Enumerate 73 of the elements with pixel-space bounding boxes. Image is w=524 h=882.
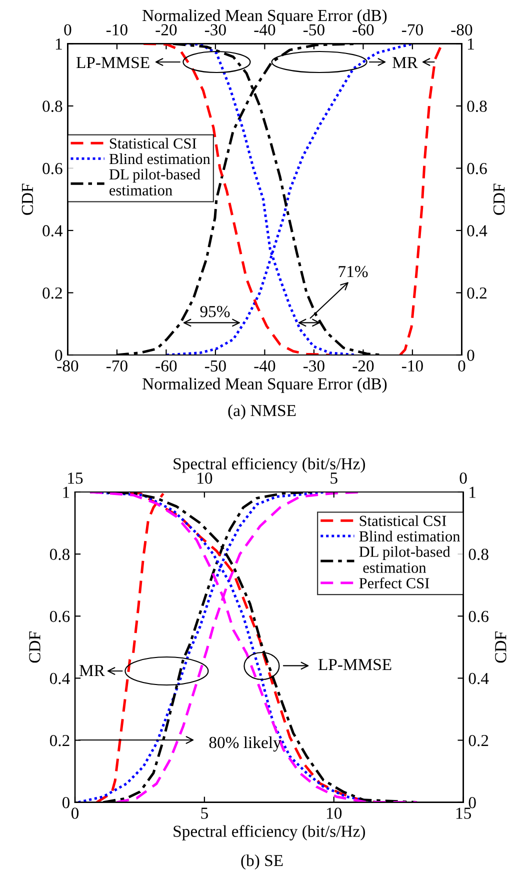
x-tick-label: 5 (201, 808, 208, 819)
y-tick-label: 0.8 (50, 548, 70, 560)
y2-axis-title: CDF (495, 632, 506, 663)
x2-tick-label: 5 (330, 472, 338, 484)
x2-tick-label: -80 (451, 24, 472, 36)
x-tick-label: -70 (106, 360, 128, 372)
y-tick-label: 1 (56, 38, 62, 50)
x-tick-label: -30 (303, 360, 324, 372)
y2-tick-label: 0.2 (467, 287, 486, 299)
legend-label: Perfect CSI (359, 577, 430, 588)
x-tick-label: -60 (156, 360, 177, 372)
y-tick-label: 0 (55, 350, 62, 361)
y2-tick-label: 1 (470, 486, 476, 498)
x-tick-label: -10 (402, 360, 423, 372)
x-tick-label: 0 (71, 808, 79, 819)
x2-tick-label: -40 (254, 24, 276, 36)
x-tick-label: -50 (204, 360, 226, 372)
x2-tick-label: -20 (156, 24, 177, 36)
annotation: 95% (200, 306, 230, 318)
x2-tick-label: -70 (402, 24, 423, 36)
x-tick-label: -40 (254, 360, 276, 372)
y2-tick-label: 0 (468, 797, 476, 808)
y-tick-label: 0.2 (50, 734, 70, 746)
annotation: 71% (338, 266, 368, 278)
y-axis-title: CDF (29, 632, 40, 663)
y2-tick-label: 0.6 (467, 162, 487, 174)
y-tick-label: 1 (63, 486, 70, 498)
y2-tick-label: 1 (468, 38, 474, 50)
x-tick-label: -80 (57, 360, 78, 372)
annotation: MR (392, 57, 418, 68)
x2-tick-label: 15 (68, 472, 83, 484)
legend-label: Blind estimation (359, 530, 460, 542)
legend-label: Statistical CSI (360, 515, 446, 526)
y-tick-label: 0 (62, 797, 70, 808)
legend-label: DL pilot-based estimation (109, 168, 200, 196)
y-tick-label: 0.8 (42, 100, 62, 112)
annotation: LP-MMSE (76, 56, 150, 68)
y2-tick-label: 0.4 (467, 225, 488, 236)
legend-label: DL pilot-based estimation (359, 546, 450, 573)
x2-tick-label: -60 (352, 24, 374, 36)
y-axis-title: CDF (22, 184, 34, 215)
y2-tick-label: 0 (467, 350, 474, 361)
x2-tick-label: -10 (106, 24, 128, 36)
text: (a) NMSE (228, 404, 296, 420)
y-tick-label: 0.6 (50, 610, 70, 622)
x2-tick-label: -50 (303, 24, 324, 36)
y2-tick-label: 0.6 (468, 610, 488, 622)
y-tick-label: 0.4 (50, 672, 70, 684)
y2-tick-label: 0.2 (468, 734, 488, 746)
annotation: MR (80, 665, 105, 676)
x2-tick-label: -30 (204, 24, 226, 36)
x-axis-title: Spectral efficiency (bit/s/Hz) (174, 825, 365, 840)
y-tick-label: 0.4 (42, 225, 63, 236)
annotation: LP-MMSE (318, 658, 392, 670)
x2-tick-label: 0 (460, 472, 467, 484)
y2-tick-label: 0.8 (467, 100, 487, 112)
x2-axis-title: Spectral efficiency (bit/s/Hz) (174, 458, 365, 473)
legend-label: Blind estimation (109, 153, 210, 164)
x2-axis-title: Normalized Mean Square Error (dB) (142, 9, 387, 24)
annotation: 80% likely (209, 736, 282, 752)
y-tick-label: 0.6 (42, 162, 62, 174)
x-axis-title: Normalized Mean Square Error (dB) (142, 378, 387, 393)
x-tick-label: 10 (327, 808, 342, 819)
x-tick-label: 15 (456, 808, 471, 819)
x-tick-label: 0 (458, 360, 466, 372)
x-tick-label: -20 (352, 360, 374, 372)
y2-tick-label: 0.4 (468, 672, 489, 684)
x2-tick-label: 10 (198, 472, 212, 484)
y2-axis-title: CDF (493, 184, 505, 215)
y-tick-label: 0.2 (42, 287, 62, 299)
y2-tick-label: 0.8 (468, 548, 488, 560)
legend-label: Statistical CSI (110, 138, 196, 149)
text: (b) SE (241, 854, 283, 870)
